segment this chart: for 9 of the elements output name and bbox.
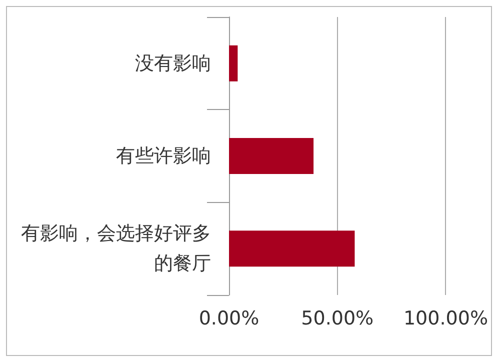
bar — [229, 230, 355, 267]
x-tick-label: 50.00% — [301, 308, 374, 330]
bar — [229, 45, 238, 82]
y-tick-label: 没有影响 — [135, 52, 211, 74]
bar — [229, 138, 314, 174]
x-tick-label: 0.00% — [198, 308, 260, 330]
y-tick-label: 有些许影响 — [116, 145, 211, 167]
y-tick-label: 有影响，会选择好评多的餐厅 — [21, 222, 211, 275]
x-tick-label: 100.00% — [403, 308, 488, 330]
